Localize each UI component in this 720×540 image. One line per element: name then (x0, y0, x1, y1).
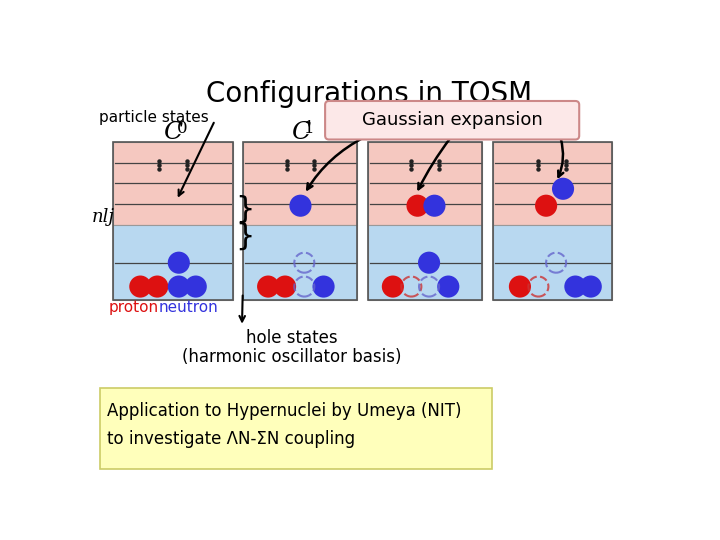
Bar (493, 142, 612, 300)
FancyBboxPatch shape (99, 388, 492, 469)
Bar (368, 142, 482, 225)
Circle shape (258, 276, 278, 296)
Text: proton: proton (109, 300, 159, 315)
Text: C: C (543, 121, 562, 144)
Text: (harmonic oscillator basis): (harmonic oscillator basis) (182, 348, 402, 367)
Circle shape (275, 276, 295, 296)
Bar (113, 225, 233, 300)
Text: C: C (163, 121, 182, 144)
Bar (113, 142, 233, 300)
Circle shape (565, 276, 585, 296)
Text: Application to Hypernuclei by Umeya (NIT)
to investigate ΛN-ΣN coupling: Application to Hypernuclei by Umeya (NIT… (107, 402, 462, 448)
Text: particle states: particle states (99, 110, 208, 125)
Text: 3: 3 (556, 120, 567, 137)
Bar (368, 225, 482, 300)
Circle shape (383, 276, 403, 296)
Bar (493, 142, 612, 225)
Text: 0: 0 (176, 120, 187, 137)
Circle shape (148, 276, 167, 296)
Text: nlj: nlj (92, 208, 115, 226)
Circle shape (408, 195, 428, 215)
Circle shape (581, 276, 600, 296)
Bar (243, 225, 357, 300)
Text: Gaussian expansion: Gaussian expansion (361, 111, 543, 129)
Circle shape (290, 195, 310, 215)
Circle shape (168, 253, 189, 273)
FancyBboxPatch shape (325, 101, 579, 139)
Circle shape (168, 276, 189, 296)
Bar (113, 142, 233, 225)
Bar (493, 225, 612, 300)
Text: }: } (235, 195, 254, 224)
Text: 2: 2 (429, 120, 440, 137)
Bar (243, 142, 357, 225)
Text: hole states: hole states (246, 329, 338, 347)
Circle shape (425, 195, 444, 215)
Circle shape (510, 276, 530, 296)
Circle shape (553, 179, 573, 199)
Text: C: C (415, 121, 435, 144)
Circle shape (130, 276, 150, 296)
Circle shape (186, 276, 206, 296)
Circle shape (438, 276, 459, 296)
Text: 1: 1 (305, 120, 315, 137)
Circle shape (419, 253, 439, 273)
Bar (243, 142, 357, 300)
Text: neutron: neutron (158, 300, 218, 315)
Text: }: } (235, 222, 254, 251)
Circle shape (536, 195, 556, 215)
Text: C: C (291, 121, 310, 144)
Text: Configurations in TOSM: Configurations in TOSM (206, 80, 532, 108)
Circle shape (314, 276, 333, 296)
Bar (368, 142, 482, 300)
